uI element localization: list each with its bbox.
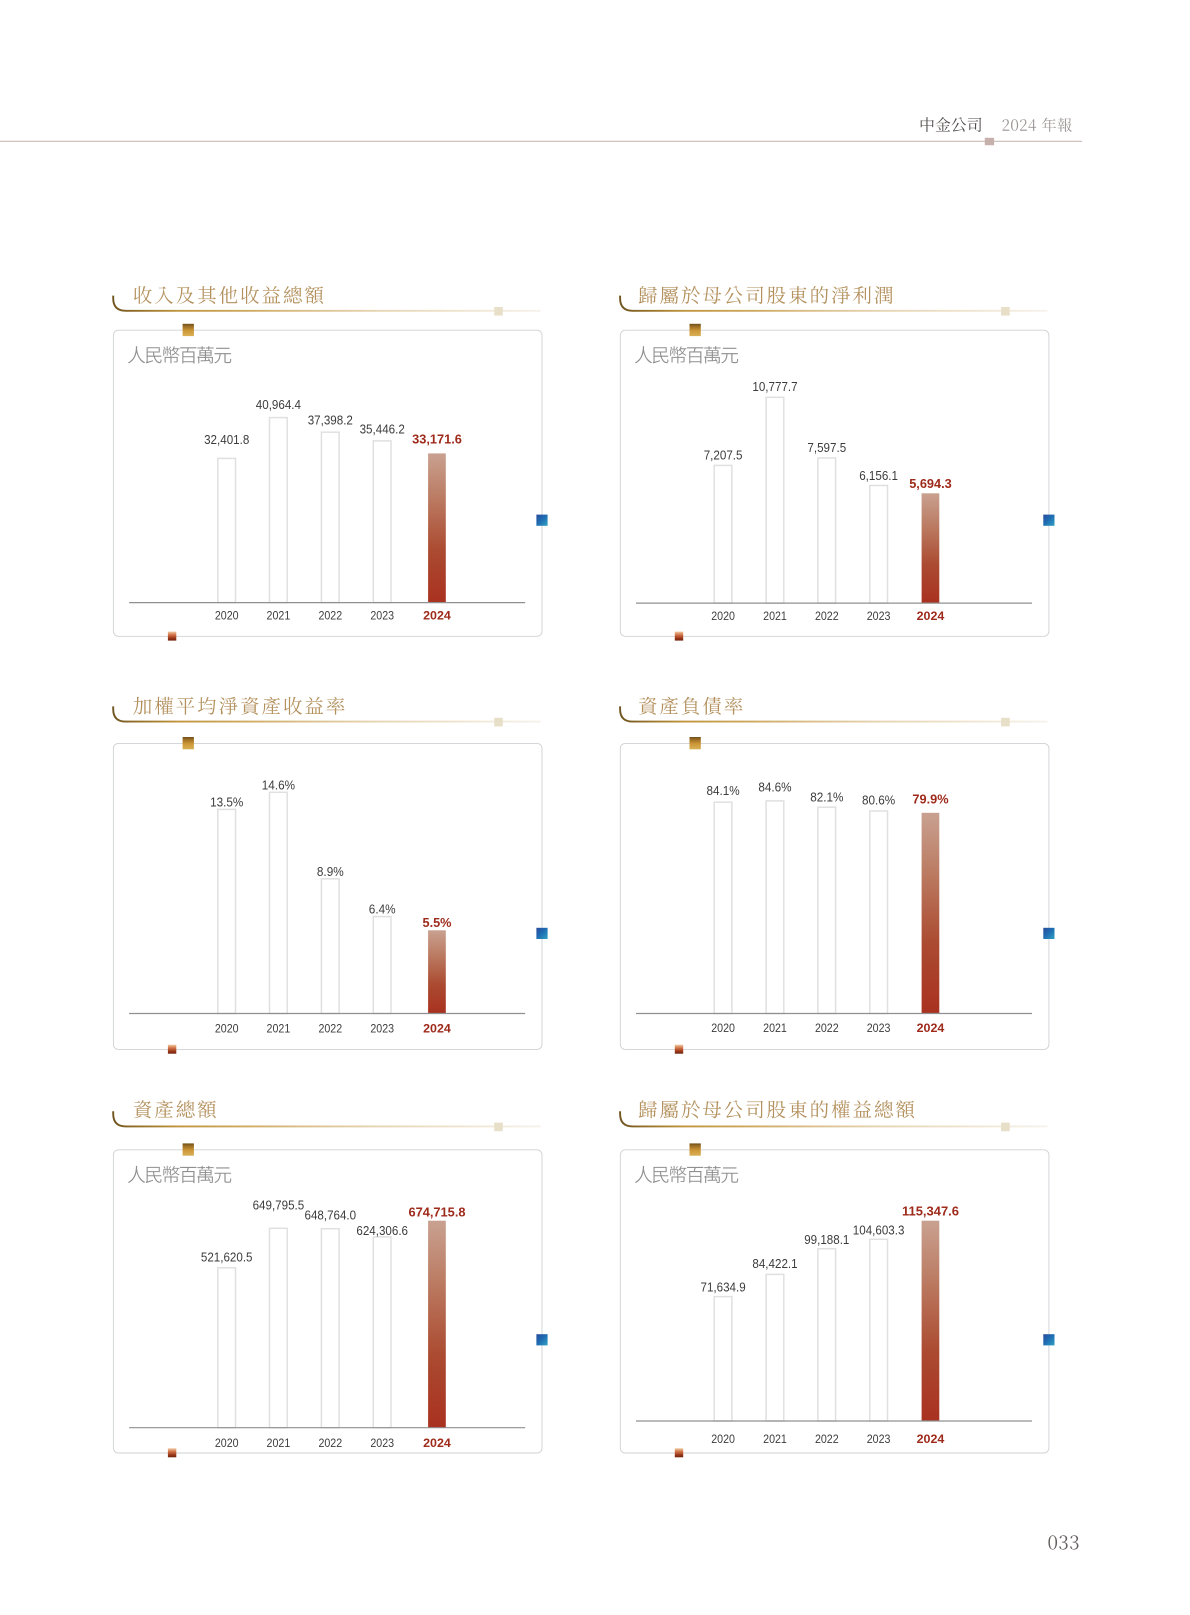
- svg-text:6,156.1: 6,156.1: [859, 468, 898, 483]
- svg-text:2023: 2023: [867, 1021, 891, 1035]
- svg-text:2020: 2020: [711, 1432, 735, 1446]
- svg-text:2021: 2021: [267, 1436, 291, 1450]
- svg-text:2020: 2020: [711, 1021, 735, 1035]
- svg-text:2023: 2023: [867, 1432, 891, 1446]
- svg-text:624,306.6: 624,306.6: [356, 1223, 408, 1238]
- svg-text:2021: 2021: [267, 1021, 291, 1035]
- svg-text:84.6%: 84.6%: [758, 779, 791, 794]
- svg-text:2022: 2022: [815, 609, 839, 623]
- svg-text:2024: 2024: [917, 1432, 945, 1446]
- svg-text:2022: 2022: [318, 1436, 342, 1450]
- svg-text:649,795.5: 649,795.5: [253, 1198, 305, 1213]
- svg-text:2021: 2021: [763, 1021, 787, 1035]
- svg-text:7,597.5: 7,597.5: [807, 440, 846, 455]
- svg-text:2023: 2023: [370, 609, 394, 623]
- svg-text:13.5%: 13.5%: [210, 794, 243, 809]
- svg-text:2020: 2020: [215, 609, 239, 623]
- svg-text:10,777.7: 10,777.7: [752, 379, 797, 394]
- svg-text:2020: 2020: [215, 1021, 239, 1035]
- svg-text:5.5%: 5.5%: [423, 915, 452, 930]
- svg-text:5,694.3: 5,694.3: [909, 476, 952, 491]
- svg-text:2022: 2022: [815, 1432, 839, 1446]
- svg-text:40,964.4: 40,964.4: [256, 397, 301, 412]
- svg-text:82.1%: 82.1%: [810, 790, 843, 805]
- svg-text:2020: 2020: [215, 1436, 239, 1450]
- svg-text:2023: 2023: [370, 1021, 394, 1035]
- svg-text:2024: 2024: [917, 1021, 945, 1035]
- svg-text:2024: 2024: [917, 609, 945, 623]
- svg-text:37,398.2: 37,398.2: [308, 413, 353, 428]
- svg-text:6.4%: 6.4%: [369, 902, 396, 917]
- svg-text:648,764.0: 648,764.0: [305, 1208, 357, 1223]
- svg-text:2021: 2021: [763, 609, 787, 623]
- svg-text:79.9%: 79.9%: [912, 791, 948, 806]
- svg-text:35,446.2: 35,446.2: [360, 422, 405, 437]
- svg-text:2022: 2022: [318, 609, 342, 623]
- svg-text:115,347.6: 115,347.6: [902, 1204, 959, 1219]
- svg-text:521,620.5: 521,620.5: [201, 1249, 253, 1264]
- svg-text:8.9%: 8.9%: [317, 864, 344, 879]
- svg-text:32,401.8: 32,401.8: [204, 432, 249, 447]
- svg-text:2024: 2024: [423, 609, 451, 623]
- svg-text:2021: 2021: [267, 609, 291, 623]
- svg-text:84.1%: 84.1%: [707, 783, 740, 798]
- svg-text:84,422.1: 84,422.1: [752, 1256, 797, 1271]
- svg-text:2024: 2024: [423, 1436, 451, 1450]
- svg-text:2021: 2021: [763, 1432, 787, 1446]
- svg-text:14.6%: 14.6%: [262, 777, 295, 792]
- svg-text:2024: 2024: [423, 1021, 451, 1035]
- svg-text:104,603.3: 104,603.3: [853, 1222, 905, 1237]
- svg-text:7,207.5: 7,207.5: [704, 447, 743, 462]
- svg-text:2022: 2022: [815, 1021, 839, 1035]
- svg-text:2020: 2020: [711, 609, 735, 623]
- svg-text:2022: 2022: [318, 1021, 342, 1035]
- svg-text:33,171.6: 33,171.6: [412, 432, 462, 447]
- svg-text:71,634.9: 71,634.9: [701, 1279, 746, 1294]
- svg-text:99,188.1: 99,188.1: [804, 1232, 849, 1247]
- svg-text:2023: 2023: [370, 1436, 394, 1450]
- svg-text:2023: 2023: [867, 609, 891, 623]
- svg-text:674,715.8: 674,715.8: [409, 1205, 466, 1220]
- svg-text:80.6%: 80.6%: [862, 792, 895, 807]
